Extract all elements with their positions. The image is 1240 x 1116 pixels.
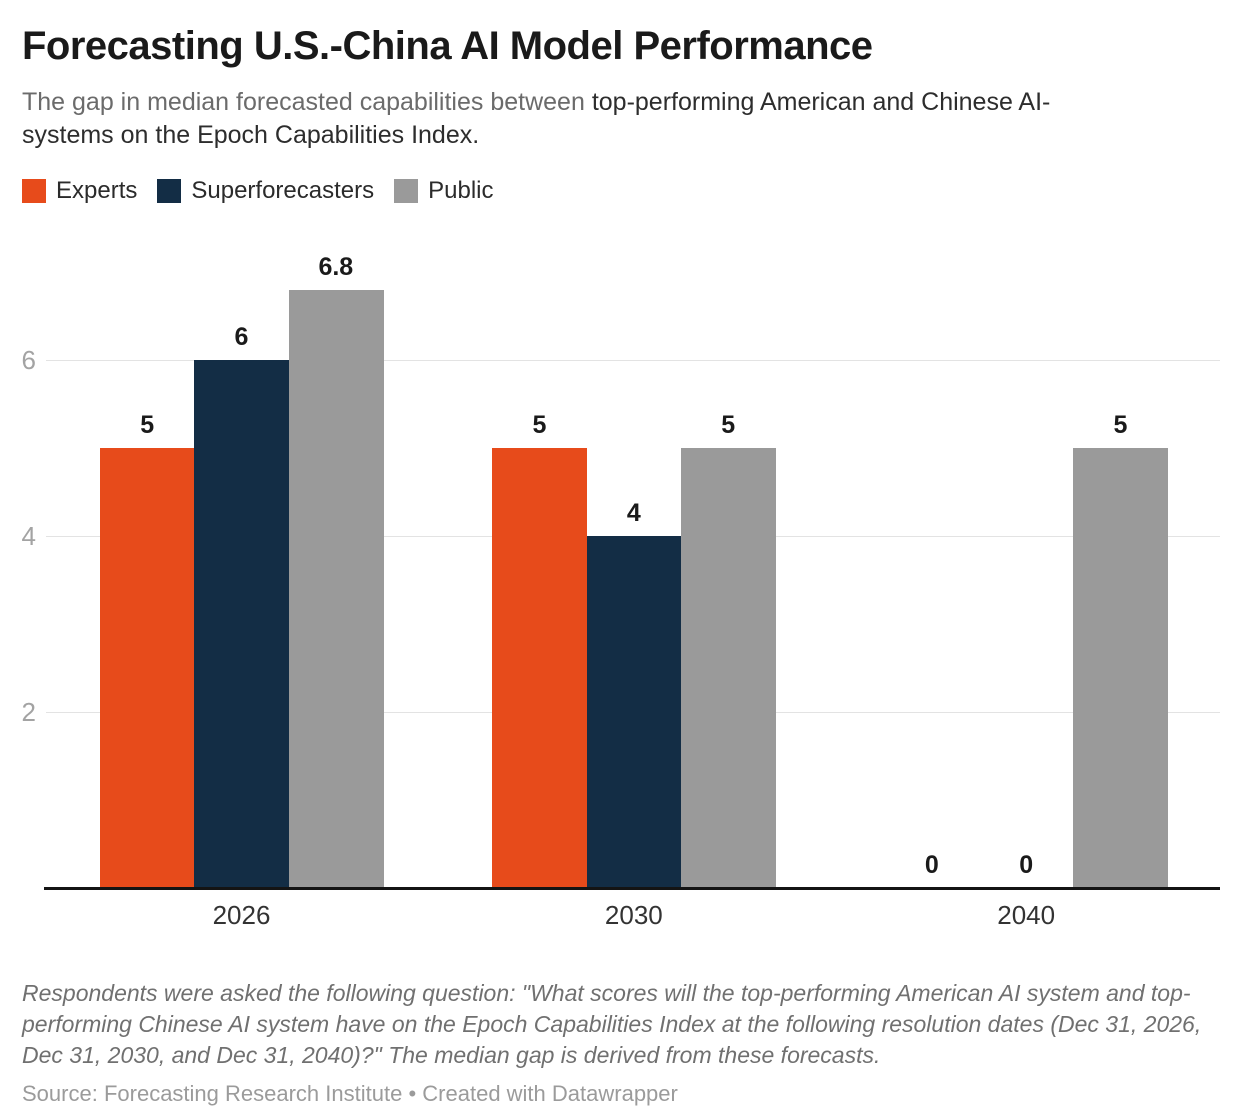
source-label: Source: bbox=[22, 1081, 98, 1106]
value-label-public-2040: 5 bbox=[1113, 411, 1128, 439]
bar-experts-2026 bbox=[100, 448, 196, 888]
legend-item-experts: Experts bbox=[22, 177, 137, 205]
legend: Experts Superforecasters Public bbox=[22, 177, 1218, 205]
value-label-superforecasters-2026: 6 bbox=[234, 323, 249, 351]
footnote-line-3: Dec 31, 2030, and Dec 31, 2040)?" The me… bbox=[22, 1042, 881, 1068]
datawrapper-credit: Created with Datawrapper bbox=[422, 1081, 678, 1106]
legend-swatch-superforecasters bbox=[157, 179, 182, 203]
x-axis-baseline bbox=[44, 887, 1220, 890]
subtitle-emphasis-line1: top-performing American and Chinese AI- bbox=[591, 88, 1051, 116]
bar-experts-2030 bbox=[492, 448, 588, 888]
subtitle-emphasis-line2: systems on the Epoch Capabilities Index. bbox=[22, 121, 480, 149]
value-label-experts-2030: 5 bbox=[532, 411, 547, 439]
x-axis-label-2040: 2040 bbox=[997, 900, 1056, 930]
legend-swatch-public bbox=[394, 179, 419, 203]
gridline-6 bbox=[46, 360, 1220, 361]
x-axis-label-2026: 2026 bbox=[212, 900, 271, 930]
y-tick-label-2: 2 bbox=[21, 697, 36, 727]
bar-chart-plot-area: 2 4 6 5 6 6.8 2026 5 4 5 2030 0 0 5 2040 bbox=[0, 238, 1240, 950]
y-tick-label-6: 6 bbox=[21, 345, 36, 375]
legend-item-superforecasters: Superforecasters bbox=[157, 177, 374, 205]
value-label-superforecasters-2030: 4 bbox=[626, 499, 641, 527]
bar-public-2040 bbox=[1073, 448, 1169, 888]
value-label-public-2030: 5 bbox=[721, 411, 736, 439]
bar-superforecasters-2030 bbox=[586, 536, 682, 888]
separator-bullet: • bbox=[408, 1081, 417, 1106]
legend-label-experts: Experts bbox=[56, 177, 138, 204]
bar-public-2026 bbox=[288, 289, 384, 888]
legend-swatch-experts bbox=[22, 179, 46, 203]
source-name: Forecasting Research Institute bbox=[103, 1081, 403, 1106]
footnote-line-1: Respondents were asked the following que… bbox=[22, 980, 1191, 1006]
chart-title: Forecasting U.S.-China AI Model Performa… bbox=[22, 24, 873, 68]
source-line: Source: Forecasting Research Institute •… bbox=[22, 1081, 1218, 1107]
chart-subtitle: The gap in median forecasted capabilitie… bbox=[22, 86, 1218, 152]
bar-public-2030 bbox=[680, 448, 776, 888]
x-axis-label-2030: 2030 bbox=[604, 900, 663, 930]
legend-item-public: Public bbox=[394, 177, 494, 205]
bar-superforecasters-2026 bbox=[194, 360, 290, 888]
value-label-experts-2040: 0 bbox=[924, 851, 939, 879]
legend-label-public: Public bbox=[428, 177, 494, 204]
subtitle-plain: The gap in median forecasted capabilitie… bbox=[22, 88, 592, 116]
value-label-superforecasters-2040: 0 bbox=[1019, 851, 1034, 879]
value-label-experts-2026: 5 bbox=[140, 411, 155, 439]
footnote: Respondents were asked the following que… bbox=[22, 978, 1218, 1071]
y-tick-label-4: 4 bbox=[21, 521, 36, 551]
value-label-public-2026: 6.8 bbox=[318, 252, 354, 281]
legend-label-superforecasters: Superforecasters bbox=[191, 177, 375, 204]
footnote-line-2: performing Chinese AI system have on the… bbox=[22, 1011, 1202, 1037]
